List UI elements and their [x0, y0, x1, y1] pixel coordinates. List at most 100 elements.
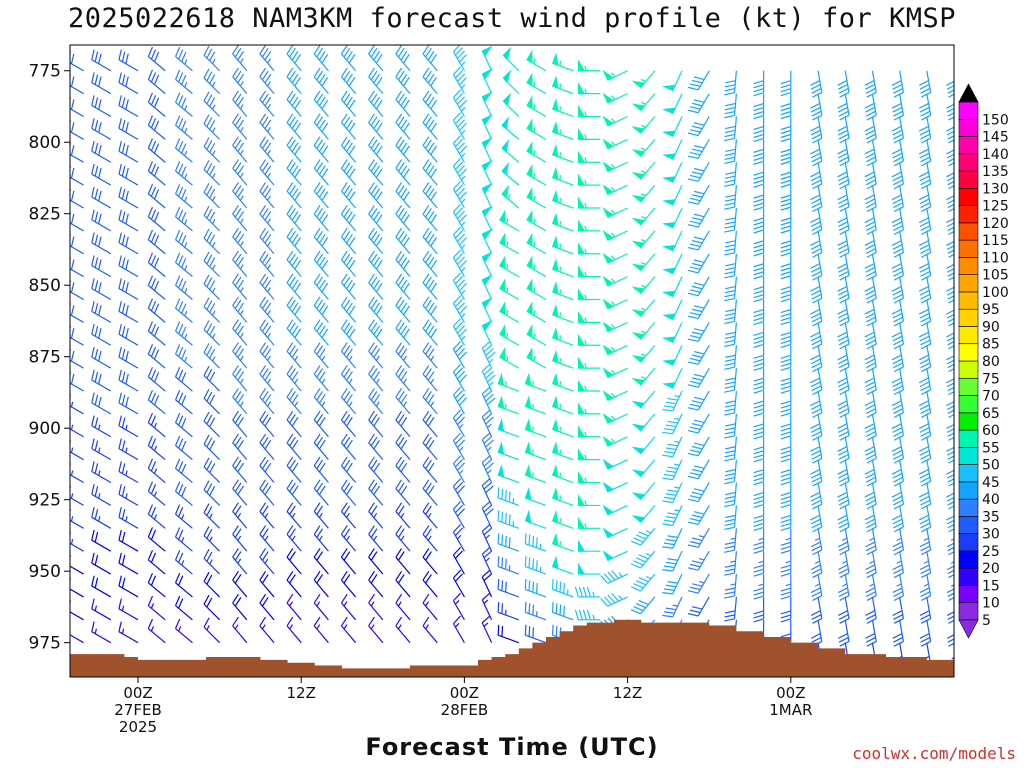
colorbar-swatch [958, 188, 979, 206]
wind-barb [286, 571, 302, 598]
colorbar-label: 130 [982, 181, 1009, 197]
wind-barb [600, 592, 628, 607]
wind-barb [147, 412, 166, 438]
colorbar-swatch [958, 602, 979, 621]
wind-barb [286, 479, 302, 506]
wind-barb [837, 139, 850, 167]
wind-barb [232, 182, 248, 209]
wind-barb [526, 164, 547, 186]
wind-barb [578, 242, 601, 255]
colorbar-label: 100 [982, 285, 1009, 301]
wind-barb [313, 548, 329, 575]
wind-barb [70, 577, 84, 598]
wind-barb [837, 70, 850, 98]
wind-barb [946, 345, 954, 373]
wind-barb [578, 196, 601, 209]
wind-barb [118, 506, 139, 529]
wind-barb [946, 528, 954, 556]
wind-barb [147, 275, 166, 300]
wind-barb [232, 113, 248, 140]
wind-barb [70, 531, 84, 552]
wind-barb [232, 593, 248, 621]
wind-barb [602, 504, 628, 516]
wind-barb [118, 95, 139, 118]
wind-barb [724, 528, 737, 553]
wind-barb [631, 482, 656, 500]
wind-barb [368, 250, 384, 278]
colorbar-swatch [958, 429, 979, 448]
colorbar-swatch [958, 498, 979, 517]
wind-barb [452, 409, 465, 438]
wind-barb [422, 616, 438, 644]
colorbar-swatch [958, 464, 979, 483]
wind-barb [70, 303, 84, 323]
wind-barb [662, 390, 683, 412]
colorbar-label: 110 [982, 250, 1009, 266]
wind-barb [174, 435, 193, 461]
wind-barb [600, 570, 628, 584]
wind-barb [662, 573, 683, 595]
wind-barb [918, 116, 932, 144]
wind-barb [552, 349, 574, 369]
wind-barb [70, 280, 84, 301]
wind-barb [203, 205, 221, 232]
wind-barb [174, 481, 193, 506]
wind-barb [313, 90, 329, 117]
wind-barb [810, 551, 823, 579]
wind-barb [203, 251, 221, 278]
colorbar-label: 115 [982, 233, 1009, 249]
wind-barb [524, 556, 547, 575]
wind-barb [918, 505, 932, 533]
chart-title: 2025022618 NAM3KM forecast wind profile … [67, 3, 957, 34]
wind-barb [552, 120, 574, 140]
wind-barb [395, 273, 411, 300]
wind-barb [147, 389, 166, 415]
wind-barb [946, 93, 954, 121]
wind-barb [891, 207, 905, 235]
wind-barb [395, 387, 411, 415]
wind-barb [259, 273, 275, 300]
wind-barb [232, 45, 248, 72]
wind-barb [452, 272, 467, 300]
wind-barb [147, 321, 166, 346]
wind-barb [918, 139, 932, 167]
wind-barb [286, 525, 302, 552]
wind-barb [837, 116, 850, 144]
wind-barb [452, 89, 467, 117]
wind-barb [286, 227, 302, 255]
wind-barb [753, 93, 765, 120]
wind-barb [452, 341, 467, 369]
wind-barb [501, 116, 520, 140]
wind-barb [395, 250, 411, 278]
wind-barb [864, 390, 877, 418]
wind-barb [602, 435, 628, 447]
colorbar-swatch [958, 360, 979, 379]
wind-barb [395, 410, 411, 438]
wind-barb [203, 137, 221, 163]
wind-barb [147, 344, 166, 369]
wind-barb [259, 502, 275, 529]
wind-barb [481, 159, 493, 186]
wind-barb [91, 598, 112, 621]
wind-barb [918, 93, 932, 121]
colorbar-swatch [958, 170, 979, 189]
wind-barb [864, 93, 877, 121]
colorbar-swatch [958, 585, 979, 604]
wind-barb [286, 67, 302, 95]
wind-barb [724, 459, 737, 485]
wind-barb [662, 139, 683, 160]
wind-barb [724, 230, 737, 256]
wind-barb [780, 162, 792, 188]
wind-barb [502, 69, 520, 95]
wind-barb [286, 90, 302, 117]
wind-barb [452, 615, 465, 643]
colorbar-label: 95 [982, 302, 1000, 318]
wind-barb [524, 624, 547, 644]
wind-barb [340, 548, 357, 575]
wind-barb [70, 394, 84, 415]
wind-barb [395, 113, 411, 140]
wind-barb [452, 135, 467, 163]
wind-barb [368, 273, 384, 300]
wind-barb [780, 70, 792, 97]
